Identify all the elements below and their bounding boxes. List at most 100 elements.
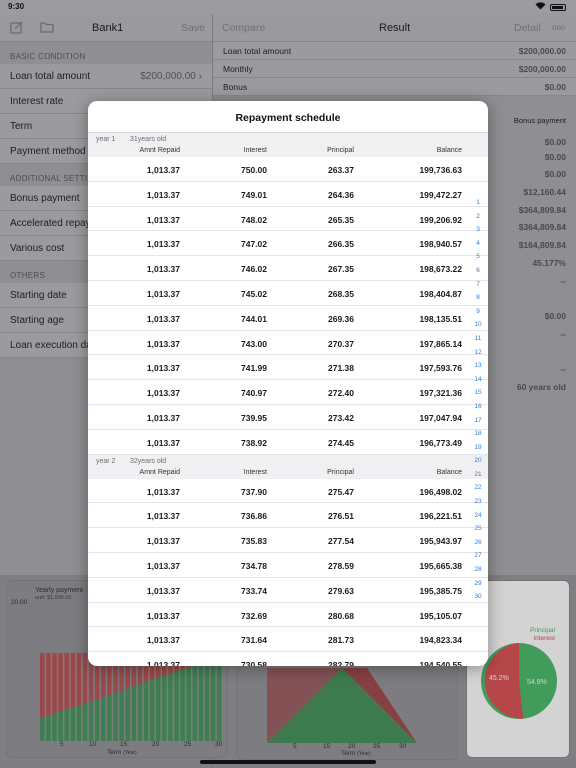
detail-button[interactable]: Detail [514,22,541,34]
index-item[interactable]: 13 [474,362,482,370]
bar-interest [119,653,124,691]
principal-cell: 274.45 [328,437,354,448]
interest-cell: 747.02 [241,239,267,250]
index-item[interactable]: 23 [474,498,482,506]
interest-cell: 731.64 [241,635,267,646]
interest-cell: 741.99 [241,363,267,374]
y-axis-top: 20.00 [11,599,28,606]
save-button[interactable]: Save [181,22,205,34]
bar-principal [101,697,106,741]
repayment-schedule-modal: Repayment schedule year 1 31years old Am… [88,101,488,666]
index-item[interactable]: 15 [474,389,482,397]
index-item[interactable]: 1 [476,199,480,206]
principal-cell: 280.68 [328,610,354,621]
table-row: 1,013.37 738.92 274.45 196,773.49 [88,430,488,455]
index-item[interactable]: 21 [474,470,482,478]
index-item[interactable]: 30 [474,593,482,601]
interest-cell: 750.00 [241,165,267,175]
index-item[interactable]: 22 [474,484,482,492]
index-item[interactable]: 5 [476,253,480,261]
compose-icon[interactable] [10,21,23,37]
result-value: $12,160.44 [523,187,566,197]
section-index[interactable]: 1 2 3 4 5 6 7 8 9 10 11 12 13 14 15 16 17 18 19 20 21 22 23 24 2… [471,196,485,604]
bar-principal [82,703,88,741]
balance-cell: 195,943.97 [419,536,462,547]
col-balance: Balance [436,468,462,476]
result-value: 45.177% [532,258,566,268]
row-loan-total[interactable]: Loan total amount $200,000.00 › [0,64,212,89]
balance-cell: 196,773.49 [419,437,462,448]
year-1-header: year 1 31years old Amnt Repaid Interest … [88,133,488,157]
folder-icon[interactable] [40,21,54,36]
index-item[interactable]: 27 [474,552,482,560]
balance-cell: 194,823.34 [419,635,462,646]
interest-cell: 749.01 [241,189,267,200]
chevron-right-icon: › [198,70,202,82]
index-item[interactable]: 6 [476,266,480,274]
bar-principal [174,671,179,741]
battery-icon [550,3,566,11]
index-item[interactable]: 17 [474,416,482,424]
index-item[interactable]: 25 [474,525,482,533]
index-item[interactable]: 7 [476,280,480,288]
row-label: Term [10,120,33,132]
amount-cell: 1,013.37 [146,338,180,349]
amount-cell: 1,013.37 [146,660,180,666]
table-row: 1,013.37 731.64 281.73 194,823.34 [88,627,488,653]
home-indicator [200,760,376,764]
interest-cell: 732.69 [241,610,267,621]
index-item[interactable]: 10 [474,321,482,329]
table-row: 1,013.37 732.69 280.68 195,105.07 [88,603,488,628]
index-item[interactable]: 12 [474,348,482,356]
interest-cell: 734.78 [241,560,267,571]
bar-interest [52,653,57,714]
index-item[interactable]: 24 [474,511,482,519]
table-row: 1,013.37 744.01 269.36 198,135.51 [88,306,488,331]
index-item[interactable]: 18 [474,430,482,438]
index-item[interactable]: 19 [474,443,482,451]
index-item[interactable]: 9 [476,307,480,315]
interest-cell: 739.95 [241,412,267,423]
more-button[interactable]: ooo [552,23,566,32]
index-item[interactable]: 8 [476,294,480,302]
bar-principal [40,718,45,741]
row-label: Starting date [10,289,67,301]
amount-cell: 1,013.37 [146,214,180,225]
bar-principal [113,692,118,741]
bar-principal [149,680,155,741]
principal-cell: 265.35 [328,214,354,225]
principal-cell: 267.35 [328,264,354,275]
index-item[interactable]: 2 [476,212,480,220]
bar-principal [119,690,124,741]
amount-cell: 1,013.37 [146,585,180,596]
index-item[interactable]: 28 [474,566,482,574]
yearly-bars [40,653,222,741]
principal-cell: 269.36 [328,313,354,324]
section-header-additional: ADDITIONAL SETTING [10,174,101,183]
interest-cell: 736.86 [241,511,267,522]
bar-principal [186,667,191,741]
index-item[interactable]: 20 [474,457,482,465]
row-label: Starting age [10,314,64,326]
status-time: 9:30 [8,2,25,11]
bar-principal [52,713,57,741]
bar-principal [125,688,130,741]
bar-interest [76,653,82,706]
index-item[interactable]: 3 [476,226,480,234]
balance-cell: 199,472.27 [419,189,462,200]
index-item[interactable]: 4 [476,239,480,247]
bar-interest [143,653,149,683]
index-item[interactable]: 26 [474,538,482,546]
principal-cell: 276.51 [328,511,354,522]
amount-cell: 1,013.37 [146,189,180,200]
index-item[interactable]: 29 [474,579,482,587]
compare-button[interactable]: Compare [222,22,266,34]
table-row: 1,013.37 746.02 267.35 198,673.22 [88,256,488,281]
index-item[interactable]: 14 [474,375,482,383]
year-2-rows: 1,013.37 737.90 275.47 196,498.02 1,013.37 73… [88,479,488,666]
bar-interest [149,653,155,681]
principal-cell: 272.40 [328,388,354,399]
index-item[interactable]: 16 [474,402,482,410]
index-item[interactable]: 11 [474,334,482,342]
result-row-monthly: Monthly $200,000.00 [213,60,576,78]
